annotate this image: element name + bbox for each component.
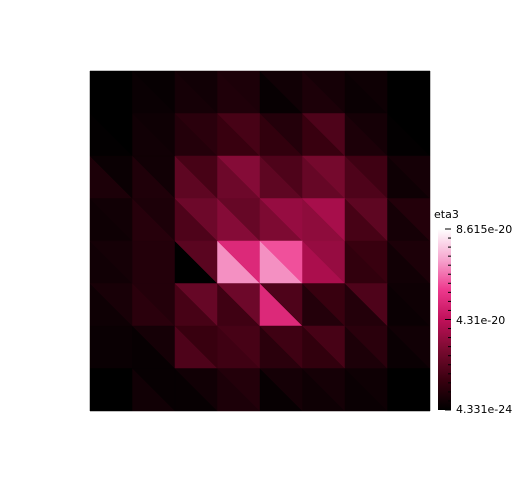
mesh-triangle-upper [386,70,431,115]
mesh-triangle-upper [386,240,431,285]
colorbar-gradient [438,229,451,410]
colorbar-mid-label: 4.31e-20 [456,314,505,327]
colorbar: eta3 8.615e-20 4.31e-20 4.331e-24 [434,208,512,416]
heatmap-mesh [89,70,431,412]
mesh-triangle-upper [386,368,431,412]
mesh-triangle-upper [386,283,431,327]
colorbar-title: eta3 [434,208,459,221]
mesh-triangle-upper [386,325,431,370]
colorbar-max-label: 8.615e-20 [456,223,512,236]
mesh-triangle-upper [386,155,431,200]
mesh-triangle-upper [386,113,431,157]
colorbar-ticks [445,228,451,411]
mesh-triangle-upper [386,198,431,242]
colorbar-min-label: 4.331e-24 [456,403,512,416]
